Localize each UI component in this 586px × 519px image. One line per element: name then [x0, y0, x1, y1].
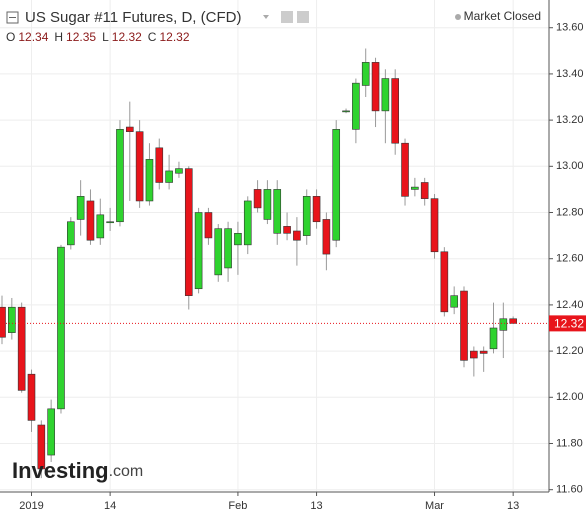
settings-icon[interactable]	[281, 11, 293, 23]
ohlc-label: O	[6, 30, 15, 44]
candle-body	[57, 246, 65, 410]
candle-body	[8, 306, 16, 333]
y-tick-label: 13.40	[556, 68, 584, 80]
candle-body	[194, 212, 203, 290]
candle-body	[411, 186, 419, 190]
candle-body	[27, 373, 36, 421]
candle-body	[381, 78, 390, 112]
y-tick-label: 11.60	[556, 484, 583, 496]
candle-body	[263, 189, 272, 220]
candle-body	[96, 214, 105, 239]
ohlc-value: 12.35	[66, 30, 96, 44]
x-tick-label: Feb	[228, 500, 247, 512]
candles	[0, 48, 517, 479]
candle-body	[401, 142, 409, 197]
candle-body	[214, 228, 223, 276]
candle-body	[184, 168, 193, 296]
status-dot	[455, 14, 461, 20]
candle-body	[371, 62, 380, 112]
candle-body	[420, 182, 429, 199]
x-tick-label: Mar	[425, 500, 444, 512]
candle-body	[106, 221, 114, 224]
candle-body	[342, 110, 350, 113]
candle-body	[509, 318, 517, 324]
candle-body	[332, 129, 341, 241]
candle-body	[155, 147, 164, 183]
candle-body	[76, 196, 85, 220]
y-tick-label: 12.20	[556, 345, 584, 357]
y-tick-label: 12.80	[556, 206, 584, 218]
candle-body	[0, 306, 6, 338]
y-tick-label: 13.20	[556, 114, 584, 126]
y-tick-label: 12.40	[556, 299, 584, 311]
x-tick-label: 13	[507, 500, 519, 512]
ohlc-value: 12.32	[159, 30, 189, 44]
candle-body	[175, 168, 183, 174]
settings-icon[interactable]	[297, 11, 309, 23]
watermark: Investing.com	[12, 458, 143, 483]
candle-body	[116, 129, 124, 223]
candle-body	[243, 200, 252, 246]
candle-body	[312, 196, 321, 223]
candle-body	[273, 189, 282, 234]
ohlc-header: O 12.34 H 12.35 L 12.32 C 12.32	[6, 30, 190, 44]
candle-body	[499, 318, 508, 331]
candle-body	[450, 295, 458, 308]
last-price-tag	[549, 315, 586, 332]
candle-body	[204, 212, 213, 239]
candle-body	[253, 189, 262, 209]
chart-title: US Sugar #11 Futures, D, (CFD)	[25, 9, 241, 26]
candle-body	[283, 226, 291, 234]
market-status: Market Closed	[464, 9, 541, 23]
candle-body	[125, 126, 134, 132]
ohlc-value: 12.32	[112, 30, 142, 44]
candle-body	[361, 62, 370, 86]
candle-body	[224, 228, 232, 269]
ohlc-text: O 12.34 H 12.35 L 12.32 C 12.32	[6, 30, 190, 44]
watermark-domain: .com	[109, 463, 144, 480]
candle-body	[302, 196, 311, 236]
candle-body	[234, 232, 242, 246]
watermark-brand: Investing	[12, 458, 109, 483]
ohlc-label: L	[102, 30, 109, 44]
candle-body	[479, 350, 488, 354]
candle-body	[293, 230, 301, 241]
candle-body	[440, 251, 449, 313]
candle-body	[352, 82, 360, 130]
candle-body	[470, 350, 478, 359]
y-tick-label: 12.00	[556, 391, 584, 403]
dropdown-icon[interactable]	[263, 15, 269, 19]
y-tick-label: 13.60	[556, 22, 584, 34]
candle-body	[460, 290, 468, 361]
candle-body	[86, 200, 95, 241]
x-tick-label: 2019	[19, 500, 43, 512]
candle-body	[322, 219, 331, 255]
ohlc-label: C	[148, 30, 157, 44]
y-tick-label: 11.80	[556, 437, 583, 449]
ohlc-value: 12.34	[18, 30, 48, 44]
candle-body	[17, 306, 26, 391]
candle-body	[145, 159, 154, 202]
x-tick-label: 14	[104, 500, 116, 512]
last-price-label: 12.32	[554, 317, 584, 331]
candle-body	[165, 170, 173, 183]
x-tick-label: 13	[310, 500, 322, 512]
collapse-icon[interactable]	[6, 11, 19, 24]
candle-body	[430, 198, 439, 253]
candle-body	[67, 221, 75, 246]
candle-body	[135, 131, 144, 202]
candle-body	[47, 408, 55, 456]
candle-body	[489, 327, 498, 350]
y-tick-label: 13.00	[556, 160, 584, 172]
candle-body	[37, 424, 46, 470]
y-tick-label: 12.60	[556, 253, 584, 265]
candle-body	[391, 78, 400, 144]
ohlc-label: H	[54, 30, 63, 44]
